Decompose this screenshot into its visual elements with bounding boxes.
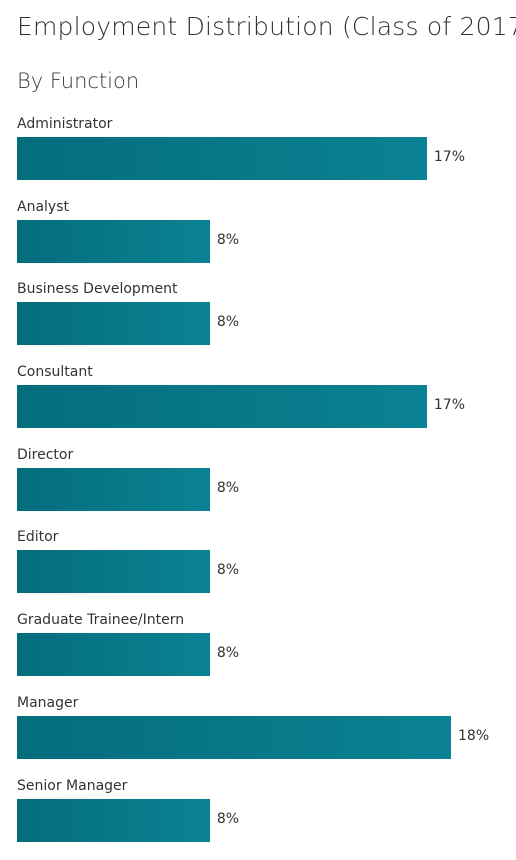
bar bbox=[17, 799, 210, 842]
value-label: 8% bbox=[217, 645, 239, 661]
bar-row: Analyst 8% bbox=[17, 199, 507, 282]
value-label: 17% bbox=[434, 149, 465, 165]
value-label: 8% bbox=[217, 232, 239, 248]
bar-row: Administrator 17% bbox=[17, 116, 507, 199]
bar-row: Consultant 17% bbox=[17, 364, 507, 447]
category-label: Analyst bbox=[17, 199, 69, 215]
bar bbox=[17, 220, 210, 263]
category-label: Graduate Trainee/Intern bbox=[17, 612, 184, 628]
chart-title: Employment Distribution (Class of 2017) bbox=[17, 12, 516, 41]
bar bbox=[17, 137, 427, 180]
category-label: Business Development bbox=[17, 281, 177, 297]
category-label: Director bbox=[17, 447, 73, 463]
bar-row: Manager 18% bbox=[17, 695, 507, 778]
bar-row: Senior Manager 8% bbox=[17, 778, 507, 860]
bar bbox=[17, 716, 451, 759]
bar bbox=[17, 385, 427, 428]
value-label: 8% bbox=[217, 480, 239, 496]
category-label: Manager bbox=[17, 695, 78, 711]
category-label: Editor bbox=[17, 529, 58, 545]
bar bbox=[17, 468, 210, 511]
bar bbox=[17, 550, 210, 593]
value-label: 8% bbox=[217, 314, 239, 330]
category-label: Consultant bbox=[17, 364, 93, 380]
value-label: 8% bbox=[217, 562, 239, 578]
bar bbox=[17, 302, 210, 345]
bar-row: Graduate Trainee/Intern 8% bbox=[17, 612, 507, 695]
bar bbox=[17, 633, 210, 676]
chart-subtitle: By Function bbox=[17, 69, 139, 93]
value-label: 18% bbox=[458, 728, 489, 744]
category-label: Senior Manager bbox=[17, 778, 127, 794]
bar-row: Director 8% bbox=[17, 447, 507, 530]
value-label: 17% bbox=[434, 397, 465, 413]
bar-row: Business Development 8% bbox=[17, 281, 507, 364]
value-label: 8% bbox=[217, 811, 239, 827]
category-label: Administrator bbox=[17, 116, 112, 132]
bar-row: Editor 8% bbox=[17, 529, 507, 612]
